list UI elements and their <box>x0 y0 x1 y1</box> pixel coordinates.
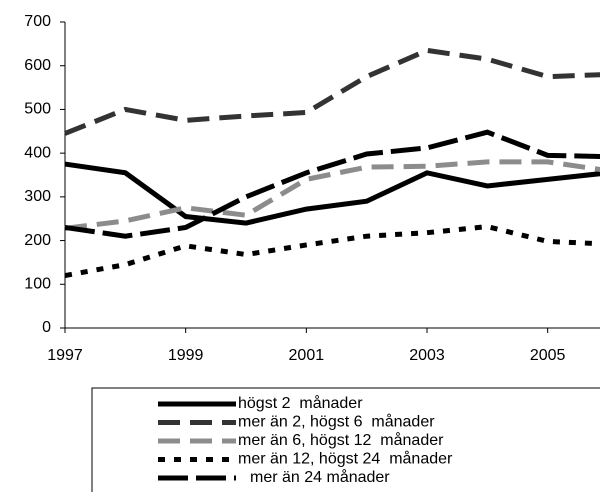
legend-label: mer än 12, högst 24 månader <box>238 450 453 468</box>
y-tick-label: 700 <box>24 13 51 30</box>
y-tick-label: 400 <box>24 144 51 161</box>
y-tick-label: 600 <box>24 57 51 74</box>
y-tick-label: 100 <box>24 276 51 293</box>
series-line <box>64 159 600 231</box>
series-line <box>64 224 600 279</box>
legend-label: mer än 6, högst 12 månader <box>238 431 444 449</box>
legend-label: mer än 24 månader <box>250 468 390 486</box>
x-tick-label: 1997 <box>47 347 83 364</box>
legend-label: mer än 2, högst 6 månader <box>238 413 435 431</box>
series-line <box>64 161 600 226</box>
y-tick-label: 0 <box>42 319 51 336</box>
legend-label: högst 2 månader <box>238 394 363 412</box>
series-line <box>64 129 600 239</box>
series-line <box>64 47 600 136</box>
y-tick-label: 300 <box>24 188 51 205</box>
x-tick-label: 2003 <box>409 347 445 364</box>
x-tick-label: 2001 <box>289 347 325 364</box>
y-tick-label: 500 <box>24 101 51 118</box>
x-tick-label: 1999 <box>168 347 204 364</box>
y-tick-label: 200 <box>24 232 51 249</box>
x-tick-label: 2005 <box>530 347 566 364</box>
